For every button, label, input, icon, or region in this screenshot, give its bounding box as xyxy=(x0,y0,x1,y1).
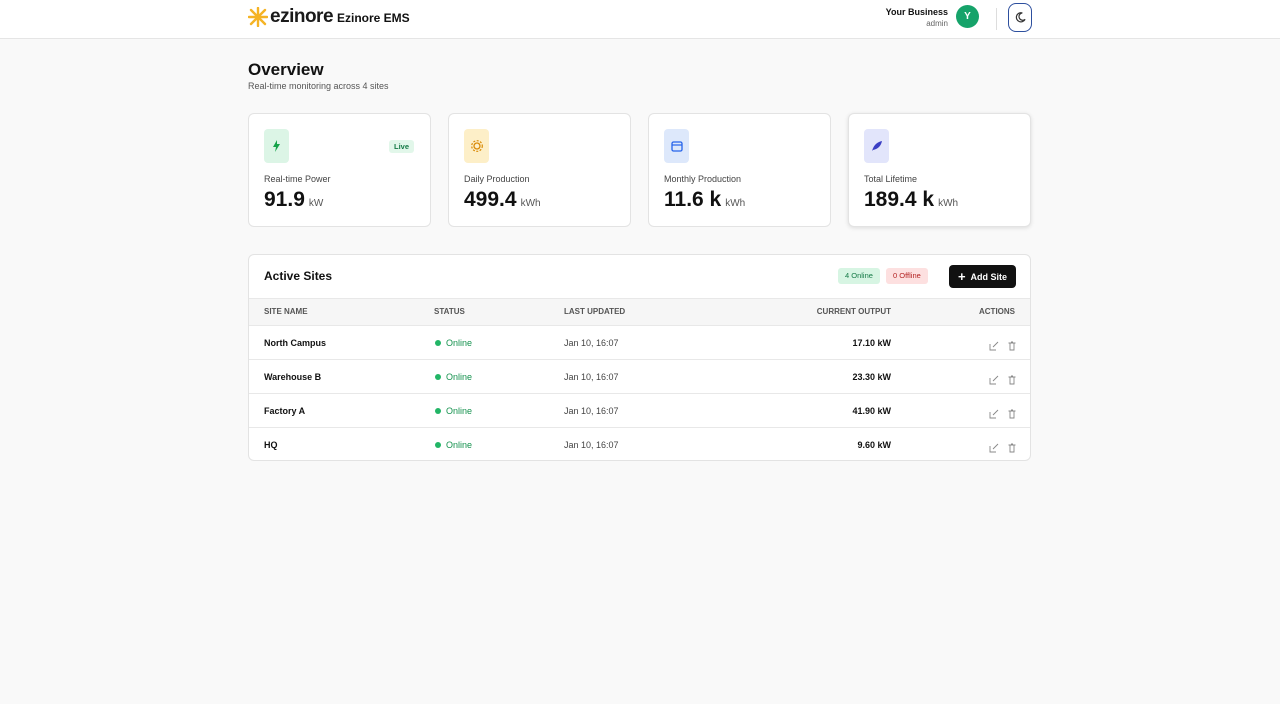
trash-icon xyxy=(1008,443,1016,453)
stat-card: Monthly Production 11.6 k kWh xyxy=(648,113,831,227)
status: Online xyxy=(446,440,473,450)
card-label: Real-time Power xyxy=(264,174,331,184)
divider xyxy=(996,8,997,30)
card-unit: kWh xyxy=(520,198,541,209)
card-label: Monthly Production xyxy=(664,174,742,184)
column-header: SITE NAME xyxy=(264,307,308,316)
site-name: HQ xyxy=(264,440,278,450)
card-value-line: 91.9 kW xyxy=(264,188,323,212)
card-unit: kWh xyxy=(725,198,746,209)
card-icon xyxy=(264,129,289,163)
plus-icon: + xyxy=(957,268,966,284)
edit-icon xyxy=(989,341,999,351)
card-unit: kWh xyxy=(938,198,959,209)
card-value-line: 189.4 k kWh xyxy=(864,188,958,212)
icon xyxy=(272,140,280,152)
online-badge: 4 Online xyxy=(838,268,880,284)
icon xyxy=(470,140,483,152)
offline-badge: 0 Offline xyxy=(886,268,928,284)
card-value-line: 499.4 kWh xyxy=(464,188,541,212)
last-updated: Jan 10, 16:07 xyxy=(564,406,619,416)
edit-button[interactable] xyxy=(989,440,999,453)
last-updated: Jan 10, 16:07 xyxy=(564,338,619,348)
table-row: Factory A Online Jan 10, 16:07 41.90 kW xyxy=(249,393,1030,428)
current-output: 41.90 kW xyxy=(852,406,891,416)
delete-button[interactable] xyxy=(1007,338,1017,351)
column-header: LAST UPDATED xyxy=(564,307,626,316)
sites-panel: Active Sites 4 Online 0 Offline + Add Sit… xyxy=(248,254,1031,461)
status-dot xyxy=(435,340,441,346)
table-row: HQ Online Jan 10, 16:07 9.60 kW xyxy=(249,427,1030,460)
site-name: Warehouse B xyxy=(264,372,322,382)
site-name: Factory A xyxy=(264,406,306,416)
column-header: ACTIONS xyxy=(979,307,1015,316)
app-name: Ezinore EMS xyxy=(337,11,410,25)
status-dot xyxy=(435,408,441,414)
stat-card: Live Real-time Power 91.9 kW xyxy=(248,113,431,227)
card-icon xyxy=(864,129,889,163)
stat-card: Daily Production 499.4 kWh xyxy=(448,113,631,227)
status: Online xyxy=(446,406,473,416)
card-value: 11.6 k xyxy=(664,188,722,211)
card-icon xyxy=(664,129,689,163)
live-badge: Live xyxy=(388,140,414,153)
page-title: Overview xyxy=(248,60,324,79)
panel-title: Active Sites xyxy=(264,269,333,283)
edit-icon xyxy=(989,443,999,453)
user-role: admin xyxy=(926,19,948,28)
stat-card: Total Lifetime 189.4 k kWh xyxy=(848,113,1031,227)
edit-button[interactable] xyxy=(989,338,999,351)
avatar[interactable]: Y xyxy=(956,5,979,28)
top-bar: ezinore Ezinore EMS Your Business admin … xyxy=(0,0,1280,39)
edit-icon xyxy=(989,409,999,419)
icon xyxy=(871,141,882,151)
theme-toggle[interactable] xyxy=(1008,3,1032,32)
card-value: 499.4 xyxy=(464,188,517,211)
current-output: 17.10 kW xyxy=(852,338,891,348)
status: Online xyxy=(446,372,473,382)
table-row: North Campus Online Jan 10, 16:07 17.10 kW xyxy=(249,325,1030,360)
logo-icon xyxy=(248,7,268,27)
last-updated: Jan 10, 16:07 xyxy=(564,440,619,450)
icon xyxy=(670,141,683,152)
trash-icon xyxy=(1008,409,1016,419)
logo-text: ezinore xyxy=(270,6,334,27)
column-header: STATUS xyxy=(434,307,465,316)
edit-button[interactable] xyxy=(989,372,999,385)
trash-icon xyxy=(1008,375,1016,385)
card-value: 189.4 k xyxy=(864,188,935,211)
card-value: 91.9 xyxy=(264,188,305,211)
table-header xyxy=(249,298,1030,325)
delete-button[interactable] xyxy=(1007,440,1017,453)
moon-icon xyxy=(1015,12,1026,23)
card-icon xyxy=(464,129,489,163)
site-name: North Campus xyxy=(264,338,327,348)
delete-button[interactable] xyxy=(1007,372,1017,385)
delete-button[interactable] xyxy=(1007,406,1017,419)
trash-icon xyxy=(1008,341,1016,351)
card-label: Daily Production xyxy=(464,174,530,184)
card-unit: kW xyxy=(308,198,324,209)
current-output: 23.30 kW xyxy=(852,372,891,382)
user-name: Your Business xyxy=(885,7,948,17)
column-header: CURRENT OUTPUT xyxy=(816,307,891,316)
status: Online xyxy=(446,338,473,348)
add-site-button[interactable]: + Add Site xyxy=(949,265,1016,288)
table-row: Warehouse B Online Jan 10, 16:07 23.30 kW xyxy=(249,359,1030,394)
card-value-line: 11.6 k kWh xyxy=(664,188,745,212)
edit-icon xyxy=(989,375,999,385)
status-dot xyxy=(435,374,441,380)
status-dot xyxy=(435,442,441,448)
page-subtitle: Real-time monitoring across 4 sites xyxy=(248,81,389,91)
add-site-label: Add Site xyxy=(970,271,1008,282)
edit-button[interactable] xyxy=(989,406,999,419)
card-label: Total Lifetime xyxy=(864,174,918,184)
current-output: 9.60 kW xyxy=(857,440,891,450)
last-updated: Jan 10, 16:07 xyxy=(564,372,619,382)
